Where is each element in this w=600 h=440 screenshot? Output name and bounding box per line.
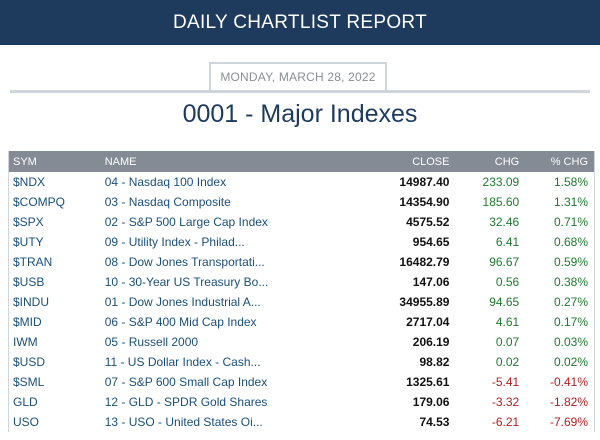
column-header-name[interactable]: NAME bbox=[104, 155, 137, 168]
chartlist-title: 0001 - Major Indexes bbox=[182, 100, 418, 128]
index-name-link[interactable]: 05 - Russell 2000 bbox=[104, 335, 199, 349]
index-name-link[interactable]: 02 - S&P 500 Large Cap Index bbox=[104, 215, 268, 229]
close-value: 954.65 bbox=[412, 235, 450, 249]
table-row[interactable]: $TRAN 08 - Dow Jones Transportati... 16482… bbox=[9, 252, 594, 272]
column-header-pct-chg[interactable]: % CHG bbox=[550, 155, 588, 168]
table-row[interactable]: $SPX 02 - S&P 500 Large Cap Index 4575.52 3… bbox=[9, 212, 594, 232]
percent-change-value: -1.82% bbox=[549, 395, 588, 409]
change-value: 94.65 bbox=[489, 295, 520, 309]
close-value: 147.06 bbox=[412, 275, 450, 289]
percent-change-value: -0.41% bbox=[549, 375, 588, 389]
percent-change-value: 0.68% bbox=[553, 235, 588, 249]
symbol-link[interactable]: $UTY bbox=[13, 235, 44, 249]
table-row[interactable]: $SML 07 - S&P 600 Small Cap Index 1325.61 -… bbox=[9, 372, 594, 392]
column-header-sym[interactable]: SYM bbox=[13, 155, 37, 168]
percent-change-value: 0.17% bbox=[553, 315, 588, 329]
index-name-link[interactable]: 01 - Dow Jones Industrial A... bbox=[104, 295, 261, 309]
index-table: SYM NAME CLOSE CHG % CHG $NDX 04 - Nasdaq… bbox=[8, 151, 595, 432]
symbol-link[interactable]: USO bbox=[13, 415, 40, 429]
change-value: 0.56 bbox=[495, 275, 520, 289]
percent-change-value: 1.58% bbox=[553, 175, 588, 189]
index-name-link[interactable]: 06 - S&P 400 Mid Cap Index bbox=[104, 315, 257, 329]
table-header: SYM NAME CLOSE CHG % CHG bbox=[9, 151, 594, 172]
close-value: 179.06 bbox=[412, 395, 450, 409]
close-value: 206.19 bbox=[412, 335, 450, 349]
table-row[interactable]: $COMPQ 03 - Nasdaq Composite 14354.90 185.6… bbox=[9, 192, 594, 212]
symbol-link[interactable]: $SPX bbox=[13, 215, 44, 229]
symbol-link[interactable]: $TRAN bbox=[13, 255, 53, 269]
date-tab: MONDAY, MARCH 28, 2022 bbox=[10, 62, 590, 93]
percent-change-value: 0.27% bbox=[553, 295, 588, 309]
change-value: -6.21 bbox=[491, 415, 520, 429]
close-value: 16482.79 bbox=[399, 255, 450, 269]
change-value: 0.02 bbox=[495, 355, 520, 369]
column-header-chg[interactable]: CHG bbox=[494, 155, 520, 168]
change-value: 96.67 bbox=[489, 255, 520, 269]
index-name-link[interactable]: 09 - Utility Index - Philad... bbox=[104, 235, 245, 249]
close-value: 14354.90 bbox=[399, 195, 450, 209]
percent-change-value: 0.71% bbox=[553, 215, 588, 229]
change-value: 4.61 bbox=[495, 315, 520, 329]
symbol-link[interactable]: $USD bbox=[13, 355, 46, 369]
symbol-link[interactable]: $MID bbox=[13, 315, 42, 329]
index-name-link[interactable]: 03 - Nasdaq Composite bbox=[104, 195, 231, 209]
column-header-close[interactable]: CLOSE bbox=[412, 155, 450, 168]
close-value: 1325.61 bbox=[406, 375, 450, 389]
percent-change-value: 0.03% bbox=[553, 335, 588, 349]
table-row[interactable]: $NDX 04 - Nasdaq 100 Index 14987.40 233.09 1… bbox=[9, 172, 594, 192]
change-value: 32.46 bbox=[489, 215, 520, 229]
symbol-link[interactable]: $COMPQ bbox=[13, 195, 66, 209]
report-date: MONDAY, MARCH 28, 2022 bbox=[209, 62, 387, 90]
table-row[interactable]: GLD 12 - GLD - SPDR Gold Shares 179.06 -3.3… bbox=[9, 392, 594, 412]
percent-change-value: -7.69% bbox=[549, 415, 588, 429]
report-title: DAILY CHARTLIST REPORT bbox=[172, 11, 428, 33]
symbol-link[interactable]: IWM bbox=[13, 335, 38, 349]
symbol-link[interactable]: GLD bbox=[13, 395, 38, 409]
index-name-link[interactable]: 12 - GLD - SPDR Gold Shares bbox=[104, 395, 268, 409]
percent-change-value: 0.59% bbox=[553, 255, 588, 269]
table-row[interactable]: $MID 06 - S&P 400 Mid Cap Index 2717.04 4.6… bbox=[9, 312, 594, 332]
close-value: 4575.52 bbox=[406, 215, 450, 229]
report-header: DAILY CHARTLIST REPORT bbox=[0, 0, 600, 45]
change-value: 6.41 bbox=[495, 235, 520, 249]
table-row[interactable]: USO 13 - USO - United States Oi... 74.53 -6… bbox=[9, 412, 594, 432]
table-row[interactable]: $USB 10 - 30-Year US Treasury Bo... 147.06… bbox=[9, 272, 594, 292]
date-divider bbox=[10, 90, 590, 93]
change-value: -3.32 bbox=[491, 395, 520, 409]
close-value: 98.82 bbox=[419, 355, 450, 369]
close-value: 74.53 bbox=[419, 415, 450, 429]
table-row[interactable]: IWM 05 - Russell 2000 206.19 0.07 0.03% bbox=[9, 332, 594, 352]
symbol-link[interactable]: $USB bbox=[13, 275, 45, 289]
index-name-link[interactable]: 07 - S&P 600 Small Cap Index bbox=[104, 375, 268, 389]
change-value: -5.41 bbox=[491, 375, 520, 389]
table-row[interactable]: $USD 11 - US Dollar Index - Cash... 98.82 0… bbox=[9, 352, 594, 372]
close-value: 34955.89 bbox=[399, 295, 450, 309]
close-value: 2717.04 bbox=[406, 315, 450, 329]
index-name-link[interactable]: 08 - Dow Jones Transportati... bbox=[104, 255, 265, 269]
index-name-link[interactable]: 11 - US Dollar Index - Cash... bbox=[104, 355, 261, 369]
symbol-link[interactable]: $INDU bbox=[13, 295, 50, 309]
symbol-link[interactable]: $NDX bbox=[13, 175, 46, 189]
index-name-link[interactable]: 10 - 30-Year US Treasury Bo... bbox=[104, 275, 269, 289]
index-name-link[interactable]: 04 - Nasdaq 100 Index bbox=[104, 175, 227, 189]
change-value: 233.09 bbox=[482, 175, 520, 189]
table-body: $NDX 04 - Nasdaq 100 Index 14987.40 233.09 1… bbox=[9, 172, 594, 432]
symbol-link[interactable]: $SML bbox=[13, 375, 45, 389]
percent-change-value: 0.38% bbox=[553, 275, 588, 289]
table-row[interactable]: $UTY 09 - Utility Index - Philad... 954.65… bbox=[9, 232, 594, 252]
change-value: 0.07 bbox=[495, 335, 520, 349]
change-value: 185.60 bbox=[482, 195, 520, 209]
percent-change-value: 1.31% bbox=[553, 195, 588, 209]
table-row[interactable]: $INDU 01 - Dow Jones Industrial A... 34955… bbox=[9, 292, 594, 312]
percent-change-value: 0.02% bbox=[553, 355, 588, 369]
close-value: 14987.40 bbox=[399, 175, 450, 189]
index-name-link[interactable]: 13 - USO - United States Oi... bbox=[104, 415, 263, 429]
